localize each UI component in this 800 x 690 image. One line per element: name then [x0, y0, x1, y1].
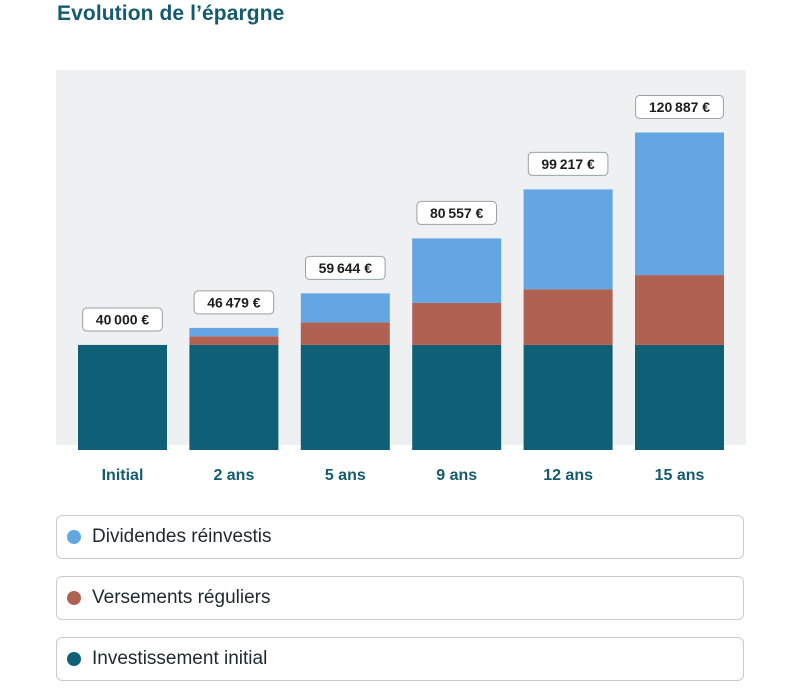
legend-item-dividendes[interactable]: Dividendes réinvestis — [56, 515, 744, 559]
category-label: 5 ans — [325, 467, 366, 484]
bar-segment-versements — [635, 275, 724, 345]
category-label: Initial — [102, 467, 144, 484]
value-label-box — [193, 290, 275, 315]
bar-segment-versements — [523, 289, 613, 345]
bar-segment-investissement — [412, 344, 502, 450]
bar-segment-investissement — [300, 344, 390, 450]
value-label: 99 217 € — [541, 156, 595, 172]
bar-segment-dividendes — [189, 327, 279, 337]
category-label: 9 ans — [436, 467, 477, 484]
chart-title: Evolution de l’épargne — [57, 2, 285, 25]
legend-dot-versements-icon — [67, 591, 81, 605]
stacked-bar-chart: 40 000 € Initial 46 479 € 2 ans 59 644 € 5 an… — [78, 94, 724, 484]
category-label: 12 ans — [543, 467, 593, 484]
legend-label: Versements réguliers — [92, 587, 271, 608]
value-label: 80 557 € — [430, 205, 484, 221]
value-label: 59 644 € — [319, 260, 373, 276]
bar-segment-versements — [300, 322, 390, 345]
category-label: 2 ans — [213, 467, 254, 484]
bar-segment-investissement — [78, 344, 167, 450]
value-label-box — [416, 200, 497, 225]
value-label-box — [305, 255, 386, 280]
legend-label: Dividendes réinvestis — [92, 526, 272, 547]
legend-dot-dividendes-icon — [67, 530, 81, 544]
value-label-box — [527, 151, 609, 176]
value-label: 120 887 € — [649, 99, 710, 115]
bar-segment-investissement — [189, 344, 279, 450]
bar-segment-versements — [412, 302, 502, 345]
legend-item-investissement[interactable]: Investissement initial — [56, 637, 744, 681]
value-label-box — [82, 307, 163, 332]
bar-segment-dividendes — [300, 293, 390, 323]
bar-segment-dividendes — [412, 238, 502, 303]
value-label-box — [635, 94, 724, 119]
legend-dot-investissement-icon — [67, 652, 81, 666]
bar-segment-dividendes — [523, 189, 613, 290]
bar-segment-investissement — [523, 344, 613, 450]
value-label: 46 479 € — [207, 294, 261, 310]
legend-label: Investissement initial — [92, 648, 268, 669]
chart-area — [56, 70, 746, 445]
value-label: 40 000 € — [96, 311, 150, 327]
bar-segment-dividendes — [635, 132, 724, 276]
legend-item-versements[interactable]: Versements réguliers — [56, 576, 744, 620]
bar-segment-versements — [189, 336, 279, 345]
bar-segment-investissement — [635, 344, 724, 450]
category-label: 15 ans — [655, 467, 705, 484]
